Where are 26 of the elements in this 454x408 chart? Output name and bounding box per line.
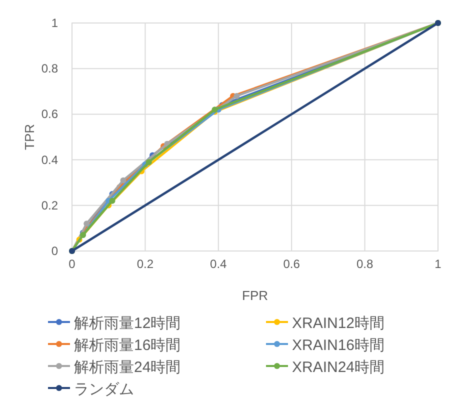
legend-label: ランダム xyxy=(74,381,134,398)
legend-label: 解析雨量12時間 xyxy=(74,315,181,332)
legend-label: XRAIN12時間 xyxy=(292,315,385,332)
x-tick-label: 1 xyxy=(434,257,442,271)
y-axis-title: TPR xyxy=(22,124,37,150)
y-tick-label: 0.4 xyxy=(41,152,58,167)
point xyxy=(234,92,240,99)
legend-label: 解析雨量24時間 xyxy=(74,359,181,376)
x-axis-title: FPR xyxy=(242,288,268,303)
y-tick-label: 0 xyxy=(51,244,58,258)
point xyxy=(84,220,90,227)
x-tick-label: 0.8 xyxy=(356,257,374,271)
legend-label: XRAIN24時間 xyxy=(292,359,385,376)
x-tick-label: 0.6 xyxy=(283,257,300,271)
x-tick-label: 0.2 xyxy=(136,257,154,271)
x-tick-label: 0 xyxy=(68,257,76,271)
legend-label: 解析雨量16時間 xyxy=(74,337,181,354)
point xyxy=(109,198,116,204)
y-tick-label: 1 xyxy=(51,16,58,30)
y-tick-label: 0.8 xyxy=(41,62,58,76)
point xyxy=(146,159,152,166)
y-tick-label: 0.6 xyxy=(41,107,58,122)
x-tick-label: 0.4 xyxy=(210,257,228,271)
legend-label: XRAIN16時間 xyxy=(292,337,385,354)
point xyxy=(120,177,126,184)
y-tick-label: 0.2 xyxy=(41,198,58,212)
